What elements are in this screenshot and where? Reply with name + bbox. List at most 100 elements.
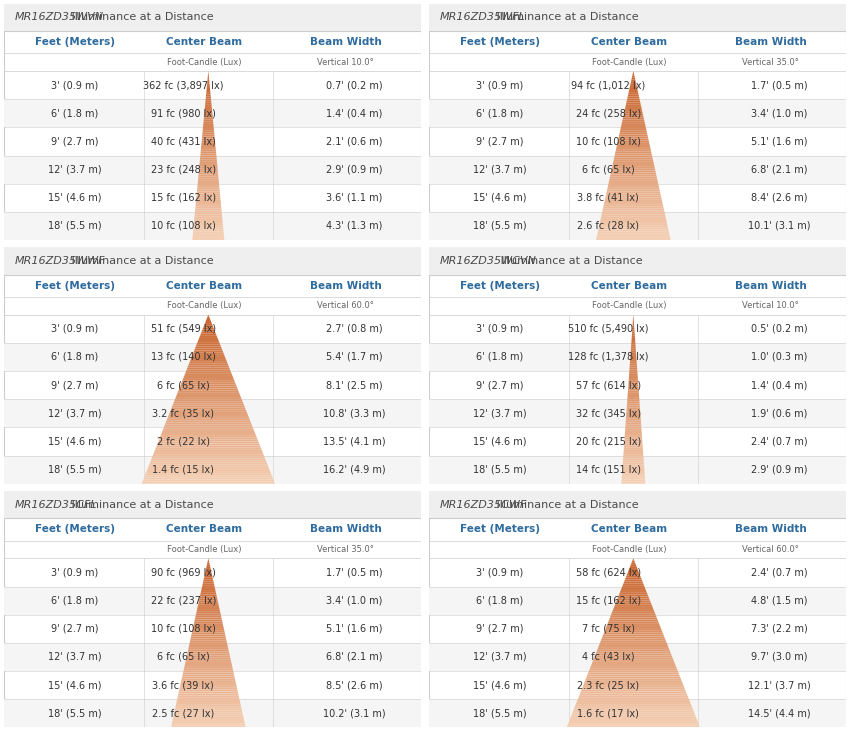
Polygon shape	[630, 357, 637, 359]
Text: 7 fc (75 lx): 7 fc (75 lx)	[582, 624, 635, 634]
Polygon shape	[149, 465, 269, 467]
Polygon shape	[178, 391, 239, 393]
Polygon shape	[160, 435, 257, 437]
Text: 1.7' (0.5 m): 1.7' (0.5 m)	[326, 567, 382, 577]
Text: 4.8' (1.5 m): 4.8' (1.5 m)	[751, 596, 807, 605]
Polygon shape	[199, 336, 218, 338]
Polygon shape	[632, 77, 635, 80]
Polygon shape	[625, 437, 643, 439]
Bar	[429, 399, 846, 428]
Text: Feet (Meters): Feet (Meters)	[35, 524, 115, 534]
Polygon shape	[207, 314, 209, 317]
Polygon shape	[618, 139, 649, 141]
Polygon shape	[173, 404, 244, 406]
Polygon shape	[143, 480, 275, 482]
Text: 3.8 fc (41 lx): 3.8 fc (41 lx)	[577, 193, 639, 202]
Polygon shape	[604, 202, 663, 204]
Polygon shape	[614, 158, 653, 160]
Polygon shape	[626, 414, 641, 416]
Polygon shape	[590, 666, 677, 668]
Polygon shape	[202, 137, 215, 139]
Polygon shape	[624, 450, 643, 452]
Polygon shape	[625, 429, 642, 431]
Polygon shape	[196, 202, 221, 204]
Polygon shape	[199, 601, 218, 603]
Polygon shape	[202, 132, 214, 135]
Polygon shape	[628, 387, 638, 389]
Text: 0.5' (0.2 m): 0.5' (0.2 m)	[751, 324, 807, 334]
Polygon shape	[203, 582, 214, 583]
Polygon shape	[624, 448, 643, 450]
Polygon shape	[190, 641, 227, 643]
Polygon shape	[201, 139, 215, 141]
Polygon shape	[203, 325, 213, 327]
Polygon shape	[630, 86, 637, 88]
Polygon shape	[161, 433, 256, 435]
Polygon shape	[202, 135, 214, 137]
Polygon shape	[600, 221, 667, 223]
Polygon shape	[625, 577, 642, 580]
Polygon shape	[629, 90, 638, 92]
Polygon shape	[622, 118, 644, 120]
Polygon shape	[173, 717, 244, 719]
Polygon shape	[596, 238, 671, 240]
Polygon shape	[156, 444, 260, 446]
Polygon shape	[193, 626, 224, 628]
Text: 3' (0.9 m): 3' (0.9 m)	[52, 324, 99, 334]
Polygon shape	[632, 333, 635, 336]
Polygon shape	[630, 564, 637, 567]
Polygon shape	[630, 363, 637, 366]
Polygon shape	[167, 418, 250, 420]
Polygon shape	[622, 120, 644, 122]
Bar	[4, 156, 421, 183]
Polygon shape	[625, 435, 642, 437]
Polygon shape	[587, 673, 679, 675]
Polygon shape	[204, 323, 212, 325]
Polygon shape	[180, 685, 237, 687]
Polygon shape	[207, 564, 210, 567]
Polygon shape	[571, 715, 696, 717]
Polygon shape	[629, 374, 638, 376]
Polygon shape	[622, 473, 645, 475]
Polygon shape	[174, 399, 242, 401]
Polygon shape	[196, 204, 221, 206]
Polygon shape	[200, 164, 218, 166]
Polygon shape	[206, 99, 211, 101]
Polygon shape	[192, 628, 224, 630]
Text: 6' (1.8 m): 6' (1.8 m)	[477, 108, 524, 118]
Polygon shape	[194, 349, 223, 351]
Bar	[4, 491, 421, 518]
Polygon shape	[195, 620, 223, 622]
Polygon shape	[629, 370, 638, 372]
Text: 3' (0.9 m): 3' (0.9 m)	[477, 324, 524, 334]
Polygon shape	[175, 706, 241, 708]
Polygon shape	[601, 217, 666, 219]
Polygon shape	[144, 475, 273, 477]
Polygon shape	[199, 170, 218, 173]
Polygon shape	[177, 700, 240, 702]
Polygon shape	[631, 351, 636, 352]
Polygon shape	[626, 416, 641, 418]
Polygon shape	[601, 639, 666, 641]
Polygon shape	[151, 456, 265, 458]
Polygon shape	[177, 698, 240, 700]
Text: MR16ZD35WVN: MR16ZD35WVN	[14, 12, 104, 22]
Polygon shape	[194, 624, 224, 626]
Polygon shape	[611, 170, 655, 173]
Polygon shape	[162, 429, 254, 431]
Bar	[4, 4, 421, 31]
Polygon shape	[196, 200, 221, 202]
Polygon shape	[598, 230, 669, 232]
Polygon shape	[616, 601, 651, 603]
Polygon shape	[597, 649, 670, 651]
Text: 3' (0.9 m): 3' (0.9 m)	[52, 80, 99, 90]
Bar	[429, 4, 846, 31]
Polygon shape	[615, 603, 652, 605]
Polygon shape	[158, 439, 258, 442]
Polygon shape	[632, 340, 635, 342]
Polygon shape	[580, 692, 687, 694]
Polygon shape	[602, 637, 665, 639]
Polygon shape	[631, 80, 636, 82]
Polygon shape	[577, 698, 689, 700]
Text: 15' (4.6 m): 15' (4.6 m)	[473, 680, 527, 690]
